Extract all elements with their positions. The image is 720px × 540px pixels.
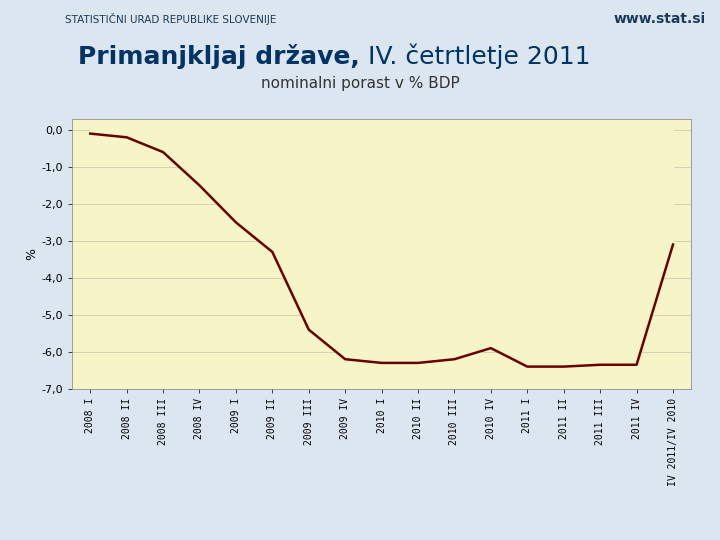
Y-axis label: %: % xyxy=(26,248,39,260)
Text: nominalni porast v % BDP: nominalni porast v % BDP xyxy=(261,76,459,91)
Text: Primanjkljaj države,: Primanjkljaj države, xyxy=(78,44,360,69)
Text: IV. četrtletje 2011: IV. četrtletje 2011 xyxy=(360,44,590,70)
Text: STATISTIČNI URAD REPUBLIKE SLOVENIJE: STATISTIČNI URAD REPUBLIKE SLOVENIJE xyxy=(65,13,276,25)
Text: www.stat.si: www.stat.si xyxy=(613,12,706,26)
